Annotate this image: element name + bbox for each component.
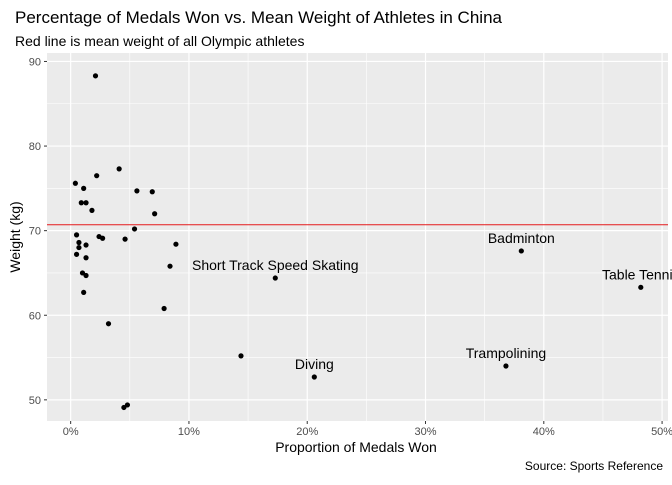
point-label: Badminton	[488, 230, 555, 246]
data-point	[81, 289, 87, 296]
data-point	[167, 263, 173, 269]
data-point	[99, 235, 106, 241]
x-tick-label: 20%	[296, 426, 318, 438]
data-point	[503, 363, 509, 369]
y-axis-label: Weight (kg)	[7, 201, 23, 272]
data-point	[272, 275, 278, 281]
data-point	[76, 239, 82, 246]
data-point	[238, 353, 244, 359]
y-tick-label: 90	[29, 56, 41, 68]
y-tick-label: 50	[29, 395, 41, 407]
point-label: Trampolining	[466, 345, 546, 361]
data-point	[78, 200, 84, 206]
data-point	[81, 185, 87, 191]
data-point	[94, 173, 100, 179]
data-point	[134, 188, 140, 194]
data-point	[116, 166, 122, 172]
data-point	[105, 321, 112, 327]
chart-title: Percentage of Medals Won vs. Mean Weight…	[15, 8, 503, 27]
data-points	[72, 73, 644, 411]
y-axis-ticks: 50 60 70 80 90	[29, 56, 47, 407]
data-point	[149, 189, 155, 195]
point-label: Diving	[295, 356, 334, 372]
data-point	[83, 255, 89, 261]
x-tick-label: 50%	[651, 426, 672, 438]
y-tick-label: 60	[29, 310, 41, 322]
data-point	[122, 236, 128, 242]
data-point	[73, 232, 80, 238]
data-point	[83, 200, 89, 206]
data-point	[161, 305, 167, 312]
point-labels: Short Track Speed Skating Diving Trampolin…	[192, 230, 672, 372]
x-axis-ticks: 0% 10% 20% 30% 40% 50%	[63, 421, 672, 438]
point-label: Table Tennis	[602, 266, 672, 282]
chart-caption: Source: Sports Reference	[525, 459, 663, 473]
data-point	[73, 251, 80, 257]
y-tick-label: 70	[29, 226, 41, 238]
data-point	[72, 180, 78, 186]
data-point	[121, 404, 127, 411]
x-tick-label: 0%	[63, 426, 79, 438]
x-tick-label: 10%	[178, 426, 200, 438]
plot-panel	[47, 53, 668, 421]
data-point	[131, 226, 138, 232]
data-point	[89, 207, 95, 213]
chart-subtitle: Red line is mean weight of all Olympic a…	[15, 33, 304, 49]
data-point	[83, 242, 89, 248]
x-tick-label: 40%	[533, 426, 555, 438]
x-tick-label: 30%	[414, 426, 436, 438]
data-point	[83, 272, 89, 279]
data-point	[173, 241, 179, 247]
y-tick-label: 80	[29, 141, 41, 153]
data-point	[518, 248, 524, 254]
data-point	[638, 284, 644, 290]
plot-background	[47, 53, 668, 421]
x-axis-label: Proportion of Medals Won	[275, 439, 437, 455]
data-point	[311, 374, 317, 380]
data-point	[76, 244, 82, 251]
data-point	[92, 73, 99, 79]
grid-lines	[47, 53, 668, 421]
point-label: Short Track Speed Skating	[192, 257, 359, 273]
data-point	[152, 211, 158, 217]
